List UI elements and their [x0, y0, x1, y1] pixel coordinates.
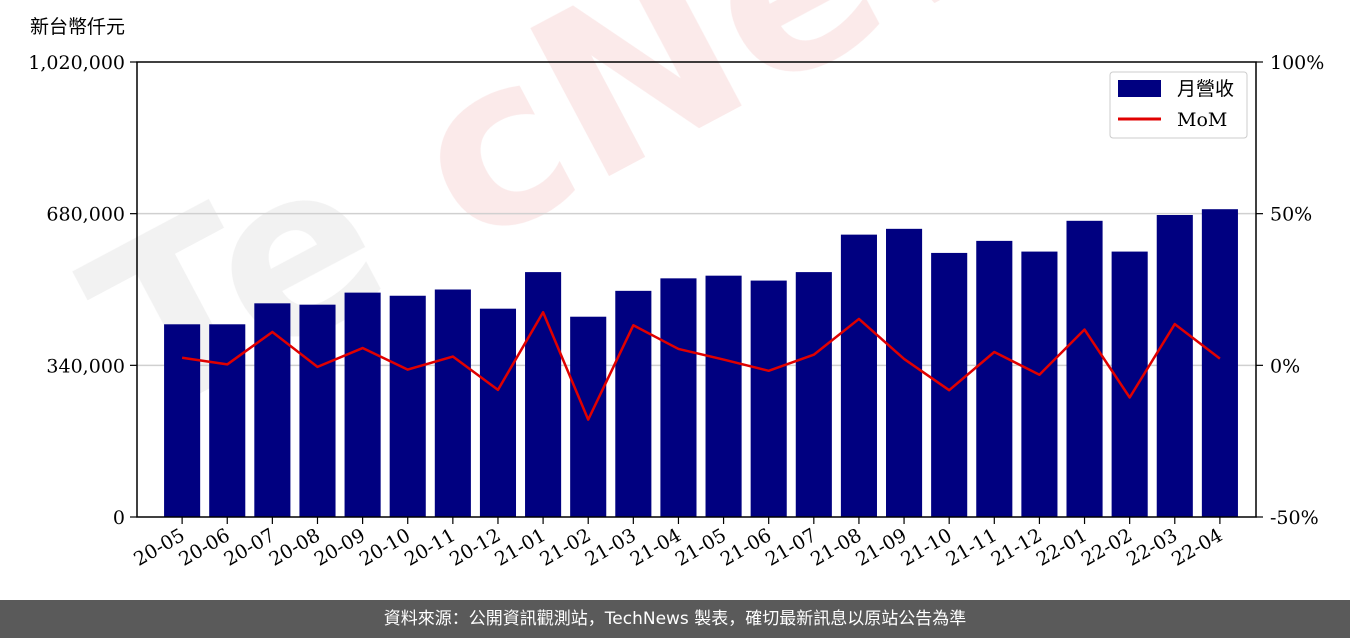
- y-right-tick-label: 100%: [1270, 52, 1324, 74]
- bar-21-08: [840, 234, 877, 517]
- revenue-chart: Te cNews 0340,000680,0001,020,000-50%0%5…: [28, 0, 1324, 571]
- bar-22-02: [1111, 251, 1148, 518]
- bar-21-05: [705, 275, 742, 517]
- source-footer: 資料來源：公開資訊觀測站，TechNews 製表，確切最新訊息以原站公告為準: [0, 600, 1350, 638]
- x-tick-label-20-08: 20-08: [266, 524, 324, 570]
- y-left-tick-label: 0: [113, 507, 125, 529]
- y-left-tick-label: 680,000: [46, 204, 125, 226]
- x-tick-label-21-11: 21-11: [942, 524, 1000, 570]
- bar-20-07: [254, 303, 291, 517]
- x-tick-label-20-06: 20-06: [175, 524, 233, 570]
- bar-21-10: [931, 252, 968, 517]
- x-tick-label-21-02: 21-02: [536, 524, 594, 570]
- y-right-tick-label: 0%: [1270, 355, 1300, 377]
- legend-swatch-bar: [1118, 80, 1161, 97]
- x-tick-label-22-01: 22-01: [1033, 524, 1091, 570]
- bar-21-01: [525, 272, 562, 517]
- bar-20-05: [164, 324, 201, 517]
- bar-21-12: [1021, 251, 1058, 518]
- x-tick-label-21-05: 21-05: [672, 524, 730, 570]
- bar-20-06: [209, 324, 246, 517]
- x-tick-label-21-10: 21-10: [897, 524, 955, 570]
- bar-21-09: [886, 228, 923, 518]
- y-axis-unit-label: 新台幣仟元: [30, 16, 125, 38]
- legend: 月營收 MoM: [1109, 71, 1248, 139]
- x-tick-label-20-07: 20-07: [220, 524, 278, 570]
- y-right-tick-label: 50%: [1270, 204, 1312, 226]
- x-tick-label-20-12: 20-12: [446, 524, 504, 570]
- x-tick-label-20-05: 20-05: [130, 524, 188, 570]
- bar-20-12: [479, 308, 517, 517]
- bar-21-06: [750, 280, 787, 517]
- y-right-tick-label: -50%: [1270, 507, 1319, 529]
- y-left-tick-label: 340,000: [46, 355, 125, 377]
- bar-20-11: [434, 289, 471, 517]
- plot-frame: [136, 61, 1257, 518]
- svg-text:cNews: cNews: [370, 0, 1232, 299]
- bar-21-03: [615, 290, 652, 517]
- legend-label-mom: MoM: [1177, 109, 1227, 131]
- x-tick-label-21-03: 21-03: [581, 524, 639, 570]
- bar-21-11: [976, 240, 1013, 518]
- x-tick-label-22-04: 22-04: [1168, 524, 1226, 570]
- x-tick-label-21-01: 21-01: [491, 524, 549, 570]
- x-tick-label-21-04: 21-04: [627, 524, 685, 570]
- x-tick-label-21-06: 21-06: [717, 524, 775, 570]
- legend-label-revenue: 月營收: [1177, 78, 1234, 100]
- x-tick-label-20-09: 20-09: [311, 524, 369, 570]
- bar-22-04: [1201, 209, 1238, 518]
- x-tick-label-20-10: 20-10: [356, 524, 414, 570]
- x-tick-label-20-11: 20-11: [401, 524, 459, 570]
- x-tick-label-22-02: 22-02: [1078, 524, 1136, 570]
- x-tick-label-21-07: 21-07: [762, 524, 820, 570]
- bar-20-08: [299, 304, 336, 517]
- y-left-tick-label: 1,020,000: [28, 52, 125, 74]
- bar-20-09: [344, 292, 381, 517]
- x-tick-label-22-03: 22-03: [1123, 524, 1181, 570]
- x-tick-label-21-09: 21-09: [852, 524, 910, 570]
- bar-20-10: [389, 295, 426, 517]
- line-series: [181, 311, 1221, 421]
- bar-22-03: [1156, 215, 1193, 518]
- x-tick-label-21-12: 21-12: [987, 524, 1045, 570]
- bar-21-07: [795, 272, 832, 517]
- x-tick-label-21-08: 21-08: [807, 524, 865, 570]
- bar-21-04: [660, 278, 697, 517]
- mom-line: [181, 311, 1221, 421]
- bar-22-01: [1066, 220, 1103, 517]
- bar-series: [164, 209, 1238, 518]
